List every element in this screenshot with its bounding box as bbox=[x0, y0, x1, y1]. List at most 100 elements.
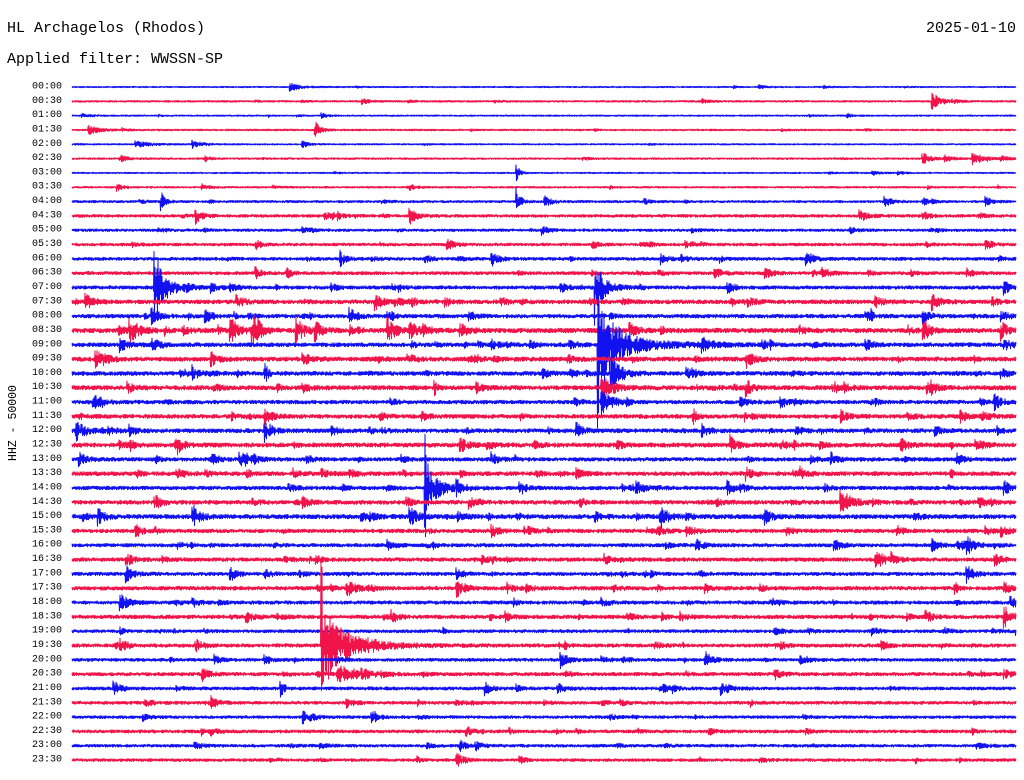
trace-16-30 bbox=[71, 550, 1017, 568]
row-label-05-30: 05:30 bbox=[32, 239, 62, 250]
row-labels: 00:00 00:30 01:00 01:30 02:00 02:30 03:00 03:30… bbox=[32, 82, 62, 766]
trace-02-30 bbox=[71, 152, 1017, 166]
trace-19-30 bbox=[71, 557, 1017, 692]
trace-22-30 bbox=[71, 726, 1017, 737]
row-label-00-00: 00:00 bbox=[32, 82, 62, 93]
row-label-07-00: 07:00 bbox=[32, 282, 62, 293]
row-label-13-30: 13:30 bbox=[32, 468, 62, 479]
trace-07-30 bbox=[71, 292, 1017, 312]
trace-08-00 bbox=[71, 306, 1017, 326]
trace-09-30 bbox=[71, 350, 1017, 369]
trace-20-30 bbox=[71, 665, 1017, 683]
row-label-21-00: 21:00 bbox=[32, 683, 62, 694]
trace-17-30 bbox=[71, 581, 1017, 598]
row-label-06-00: 06:00 bbox=[32, 253, 62, 264]
row-label-12-30: 12:30 bbox=[32, 440, 62, 451]
row-label-17-00: 17:00 bbox=[32, 568, 62, 579]
row-label-17-30: 17:30 bbox=[32, 583, 62, 594]
trace-05-30 bbox=[71, 238, 1017, 250]
row-label-13-00: 13:00 bbox=[32, 454, 62, 465]
row-label-19-30: 19:30 bbox=[32, 640, 62, 651]
row-label-22-00: 22:00 bbox=[32, 712, 62, 723]
trace-02-00 bbox=[71, 139, 1017, 149]
row-label-03-00: 03:00 bbox=[32, 167, 62, 178]
trace-01-00 bbox=[71, 112, 1017, 119]
trace-10-00 bbox=[71, 356, 1017, 390]
trace-06-00 bbox=[71, 249, 1017, 268]
traces bbox=[71, 82, 1017, 767]
trace-15-00 bbox=[71, 504, 1017, 530]
trace-23-30 bbox=[71, 752, 1017, 767]
trace-13-30 bbox=[71, 465, 1017, 482]
trace-00-00 bbox=[71, 82, 1017, 92]
trace-21-30 bbox=[71, 695, 1017, 709]
row-label-02-00: 02:00 bbox=[32, 139, 62, 150]
trace-17-00 bbox=[71, 565, 1017, 584]
trace-23-00 bbox=[71, 739, 1017, 752]
row-label-21-30: 21:30 bbox=[32, 697, 62, 708]
record-date: 2025-01-10 bbox=[925, 20, 1016, 37]
row-label-11-00: 11:00 bbox=[32, 397, 62, 408]
trace-01-30 bbox=[71, 121, 1017, 137]
row-label-09-30: 09:30 bbox=[32, 354, 62, 365]
row-label-18-00: 18:00 bbox=[32, 597, 62, 608]
trace-03-00 bbox=[71, 164, 1017, 182]
trace-12-00 bbox=[71, 421, 1017, 443]
row-label-01-00: 01:00 bbox=[32, 110, 62, 121]
trace-07-00 bbox=[71, 251, 1017, 326]
trace-16-00 bbox=[71, 536, 1017, 555]
row-label-07-30: 07:30 bbox=[32, 296, 62, 307]
trace-12-30 bbox=[71, 433, 1017, 456]
trace-13-00 bbox=[71, 451, 1017, 468]
y-axis-label: HHZ - 50000 bbox=[7, 385, 20, 461]
row-label-20-30: 20:30 bbox=[32, 669, 62, 680]
trace-21-00 bbox=[71, 680, 1017, 698]
row-label-11-30: 11:30 bbox=[32, 411, 62, 422]
row-label-03-30: 03:30 bbox=[32, 182, 62, 193]
row-label-12-00: 12:00 bbox=[32, 425, 62, 436]
row-label-04-30: 04:30 bbox=[32, 210, 62, 221]
trace-15-30 bbox=[71, 523, 1017, 539]
row-label-14-30: 14:30 bbox=[32, 497, 62, 508]
row-label-09-00: 09:00 bbox=[32, 339, 62, 350]
row-label-01-30: 01:30 bbox=[32, 125, 62, 136]
filter-label: Applied filter: WWSSN-SP bbox=[7, 51, 224, 68]
row-label-10-00: 10:00 bbox=[32, 368, 62, 379]
trace-10-30 bbox=[71, 378, 1017, 402]
row-label-22-30: 22:30 bbox=[32, 726, 62, 737]
row-label-00-30: 00:30 bbox=[32, 96, 62, 107]
row-label-23-30: 23:30 bbox=[32, 755, 62, 766]
trace-06-30 bbox=[71, 266, 1017, 280]
row-label-15-00: 15:00 bbox=[32, 511, 62, 522]
trace-08-30 bbox=[71, 314, 1017, 348]
trace-00-30 bbox=[71, 92, 1017, 110]
row-label-10-30: 10:30 bbox=[32, 382, 62, 393]
trace-22-00 bbox=[71, 710, 1017, 725]
row-label-14-00: 14:00 bbox=[32, 483, 62, 494]
row-label-08-00: 08:00 bbox=[32, 311, 62, 322]
trace-18-00 bbox=[71, 594, 1017, 612]
trace-14-30 bbox=[71, 489, 1017, 512]
trace-20-00 bbox=[71, 651, 1017, 670]
row-label-08-30: 08:30 bbox=[32, 325, 62, 336]
row-label-20-00: 20:00 bbox=[32, 654, 62, 665]
row-label-06-30: 06:30 bbox=[32, 268, 62, 279]
row-label-16-00: 16:00 bbox=[32, 540, 62, 551]
trace-19-00 bbox=[71, 626, 1017, 637]
trace-14-00 bbox=[71, 433, 1017, 538]
row-label-02-30: 02:30 bbox=[32, 153, 62, 164]
row-label-16-30: 16:30 bbox=[32, 554, 62, 565]
trace-04-30 bbox=[71, 207, 1017, 225]
trace-11-30 bbox=[71, 408, 1017, 428]
trace-09-00 bbox=[71, 282, 1017, 429]
trace-11-00 bbox=[71, 391, 1017, 417]
trace-04-00 bbox=[71, 186, 1017, 212]
row-label-19-00: 19:00 bbox=[32, 626, 62, 637]
row-label-23-00: 23:00 bbox=[32, 740, 62, 751]
trace-05-00 bbox=[71, 225, 1017, 236]
row-label-18-30: 18:30 bbox=[32, 611, 62, 622]
row-label-15-30: 15:30 bbox=[32, 525, 62, 536]
trace-18-30 bbox=[71, 606, 1017, 629]
